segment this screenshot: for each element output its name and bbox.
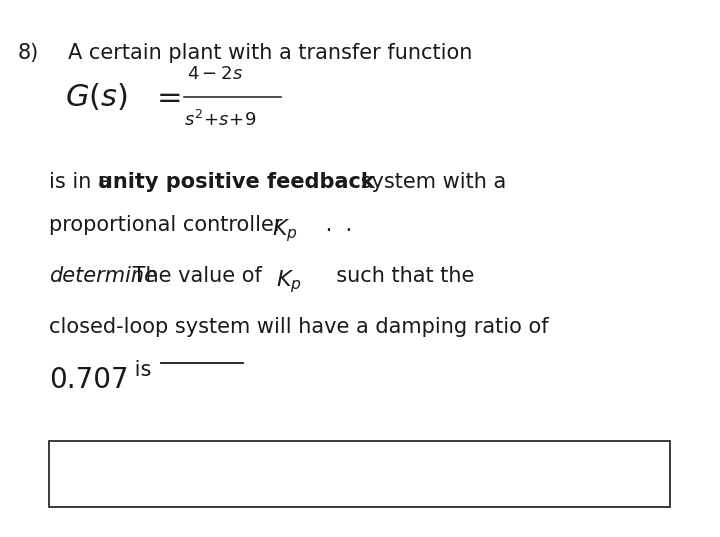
Text: .  .: . . (319, 215, 352, 235)
Text: $=$: $=$ (151, 82, 181, 111)
Text: A certain plant with a transfer function: A certain plant with a transfer function (68, 43, 473, 63)
Text: system with a: system with a (354, 172, 505, 192)
Text: proportional controller: proportional controller (49, 215, 296, 235)
Text: 8): 8) (18, 43, 40, 63)
Text: $G(s)$: $G(s)$ (65, 81, 127, 112)
Text: $K_p$: $K_p$ (272, 217, 298, 244)
Text: is: is (128, 360, 151, 380)
Text: is in a: is in a (49, 172, 117, 192)
Bar (49, 441, 670, 507)
Text: 0.707: 0.707 (49, 366, 129, 394)
Text: $4-2s$: $4-2s$ (187, 65, 243, 83)
Text: such that the: such that the (323, 266, 474, 286)
Text: $K_p$: $K_p$ (276, 268, 302, 295)
Text: closed-loop system will have a damping ratio of: closed-loop system will have a damping r… (49, 317, 549, 337)
Text: determine: determine (49, 266, 157, 286)
Text: $s^2\!+\!s\!+\!9$: $s^2\!+\!s\!+\!9$ (184, 110, 256, 130)
Text: unity positive feedback: unity positive feedback (98, 172, 374, 192)
Text: The value of: The value of (126, 266, 275, 286)
